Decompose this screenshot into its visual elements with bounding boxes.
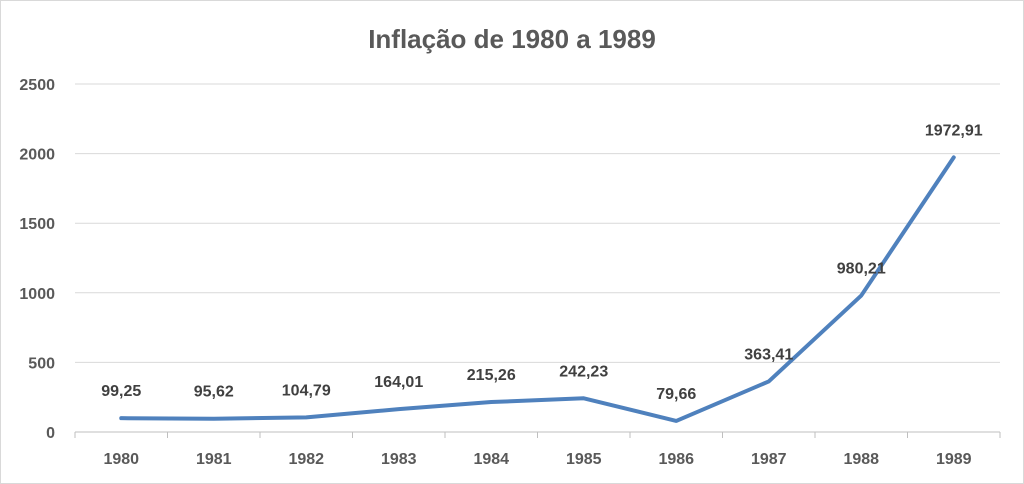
y-tick-label: 1000 (19, 286, 55, 303)
x-tick-label: 1989 (936, 451, 972, 468)
x-tick-label: 1982 (288, 451, 324, 468)
x-tick-label: 1984 (473, 451, 509, 468)
x-tick-label: 1981 (196, 451, 232, 468)
data-label: 79,66 (656, 386, 696, 403)
x-axis-ticks: 1980 1981 1982 1983 1984 1985 1986 1987 1988 1989 (103, 451, 971, 468)
y-tick-label: 0 (46, 425, 55, 442)
x-tick-label: 1988 (843, 451, 879, 468)
data-label: 363,41 (744, 346, 793, 363)
series-line (119, 155, 956, 423)
x-tick-label: 1985 (566, 451, 602, 468)
data-labels: 99,25 95,62 104,79 164,01 215,26 242,23 79,66 3… (101, 122, 983, 403)
y-tick-label: 2000 (19, 147, 55, 164)
data-label: 242,23 (559, 363, 608, 380)
x-tick-label: 1987 (751, 451, 787, 468)
data-label: 980,21 (837, 261, 886, 278)
x-tick-label: 1980 (103, 451, 139, 468)
x-tick-label: 1986 (658, 451, 694, 468)
data-label: 164,01 (374, 374, 423, 391)
y-tick-label: 1500 (19, 216, 55, 233)
data-label: 95,62 (194, 384, 234, 401)
gridlines (75, 83, 1000, 363)
y-axis-ticks: 0 500 1000 1500 2000 2500 (19, 77, 55, 442)
data-label: 1972,91 (925, 122, 983, 139)
x-axis (74, 431, 1001, 438)
series-layer (119, 155, 956, 423)
x-tick-label: 1983 (381, 451, 417, 468)
data-label: 99,25 (101, 383, 141, 400)
chart-title: Inflação de 1980 a 1989 (368, 24, 656, 54)
data-label: 104,79 (282, 382, 331, 399)
y-tick-label: 2500 (19, 77, 55, 94)
y-tick-label: 500 (28, 355, 55, 372)
data-label: 215,26 (467, 367, 516, 384)
